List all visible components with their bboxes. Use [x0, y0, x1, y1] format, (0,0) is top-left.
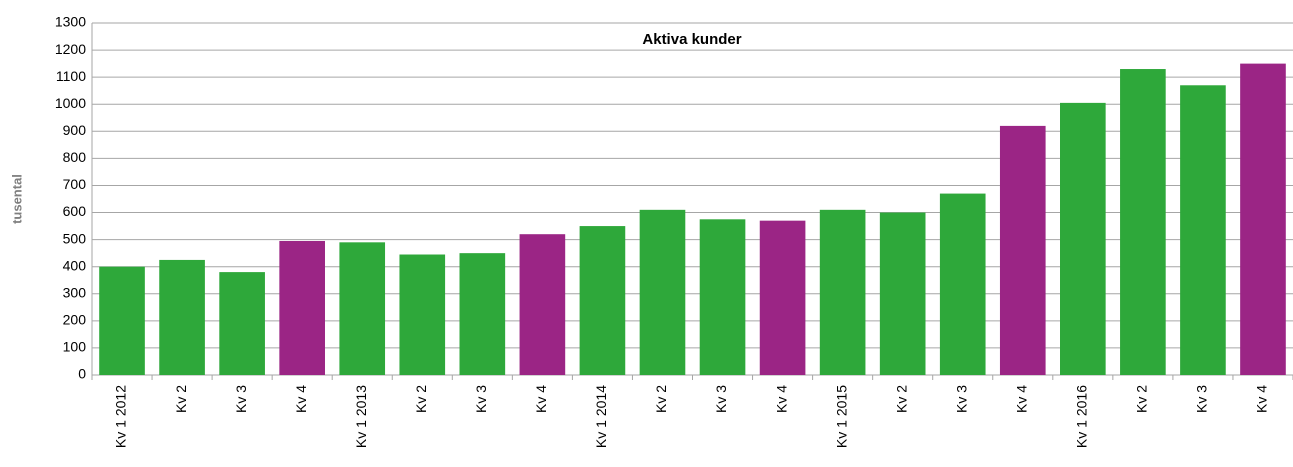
- x-tick-label: Kv 1 2014: [593, 385, 609, 448]
- chart-title: Aktiva kunder: [642, 31, 741, 48]
- x-tick-label: Kv 2: [893, 385, 909, 413]
- bar: [99, 266, 145, 375]
- bar: [459, 253, 506, 375]
- bar: [339, 242, 386, 375]
- bar: [699, 219, 746, 375]
- bar: [579, 226, 626, 375]
- x-tick-label: Kv 1 2015: [833, 385, 849, 448]
- y-tick-label: 1100: [56, 68, 86, 84]
- y-axis-label: tusental: [9, 174, 24, 224]
- bar: [639, 209, 686, 375]
- x-tick-label: Kv 3: [473, 385, 489, 413]
- bar: [399, 254, 446, 375]
- y-tick-label: 900: [63, 122, 87, 138]
- bar: [1120, 69, 1166, 376]
- x-tick-label: Kv 2: [653, 385, 669, 413]
- x-tick-label: Kv 4: [1254, 385, 1270, 413]
- y-tick-label: 200: [63, 312, 87, 328]
- x-tick-label: Kv 4: [1013, 385, 1029, 413]
- bar: [219, 272, 265, 375]
- x-tick-label: Kv 1 2016: [1074, 385, 1090, 448]
- y-tick-label: 300: [63, 284, 87, 300]
- bar: [999, 125, 1046, 376]
- bar: [159, 259, 205, 375]
- x-tick-label: Kv 1 2013: [353, 385, 369, 448]
- bar: [1240, 63, 1286, 375]
- bar: [879, 212, 926, 375]
- x-tick-label: Kv 1 2012: [113, 385, 129, 448]
- x-tick-label: Kv 4: [773, 385, 789, 413]
- x-tick-label: Kv 3: [233, 385, 249, 413]
- x-tick-label: Kv 2: [173, 385, 189, 413]
- bar: [939, 193, 986, 375]
- y-tick-label: 700: [63, 176, 87, 192]
- y-tick-label: 600: [63, 203, 87, 219]
- bar: [819, 209, 866, 375]
- x-tick-label: Kv 3: [713, 385, 729, 413]
- y-tick-label: 1200: [55, 41, 86, 57]
- y-tick-label: 100: [63, 339, 87, 355]
- y-tick-label: 1000: [55, 95, 86, 111]
- x-tick-label: Kv 2: [413, 385, 429, 413]
- bar: [279, 240, 325, 375]
- y-tick-label: 0: [78, 366, 86, 382]
- bar: [1060, 102, 1106, 375]
- bar: [519, 234, 566, 375]
- bar: [1180, 85, 1226, 376]
- y-tick-label: 800: [63, 149, 87, 165]
- x-tick-label: Kv 4: [533, 385, 549, 413]
- y-tick-label: 1300: [55, 14, 86, 30]
- x-tick-label: Kv 3: [1194, 385, 1210, 413]
- bar: [759, 220, 806, 375]
- y-tick-label: 400: [63, 257, 87, 273]
- y-tick-label: 500: [63, 230, 87, 246]
- x-tick-label: Kv 3: [953, 385, 969, 413]
- x-tick-label: Kv 2: [1134, 385, 1150, 413]
- x-tick-label: Kv 4: [293, 385, 309, 413]
